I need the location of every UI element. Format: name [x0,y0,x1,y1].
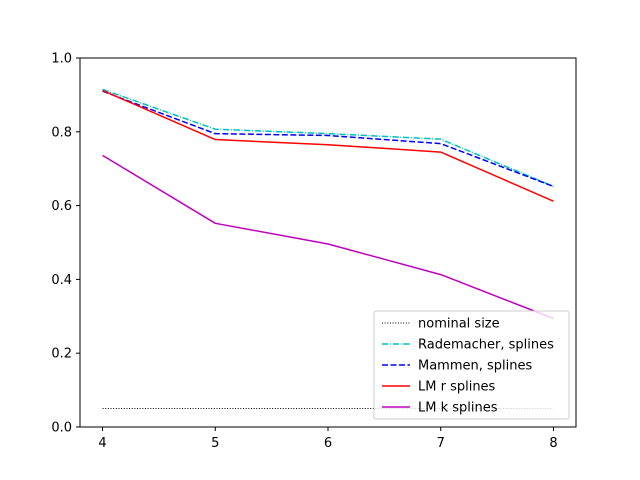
y-tick-label: 1.0 [51,52,72,67]
legend-label-1: Rademacher, splines [418,338,554,353]
y-tick-label: 0.2 [51,347,72,362]
x-tick-label: 7 [437,436,445,451]
legend-label-2: Mammen, splines [418,359,532,374]
legend-label-4: LM k splines [418,401,498,416]
x-tick-label: 5 [211,436,219,451]
y-tick-label: 0.4 [51,273,72,288]
legend-label-0: nominal size [418,317,500,332]
series-line-4 [102,154,554,320]
y-tick-label: 0.0 [51,421,72,436]
series-line-2 [102,90,554,188]
legend-label-3: LM r splines [418,380,496,395]
x-tick-label: 4 [98,436,106,451]
y-tick-label: 0.6 [51,199,72,214]
legend: nominal size Rademacher, splines Mammen, s… [373,310,570,420]
legend-box [373,310,570,420]
y-tick-label: 0.8 [51,125,72,140]
series-line-3 [102,89,554,202]
series-line-1 [102,88,554,188]
x-tick-label: 6 [324,436,332,451]
axes: 4 5 6 7 8 0.0 0.2 0.4 0.6 0.8 1.0 [51,52,577,451]
x-tick-label: 8 [549,436,557,451]
series-lines [102,88,554,410]
